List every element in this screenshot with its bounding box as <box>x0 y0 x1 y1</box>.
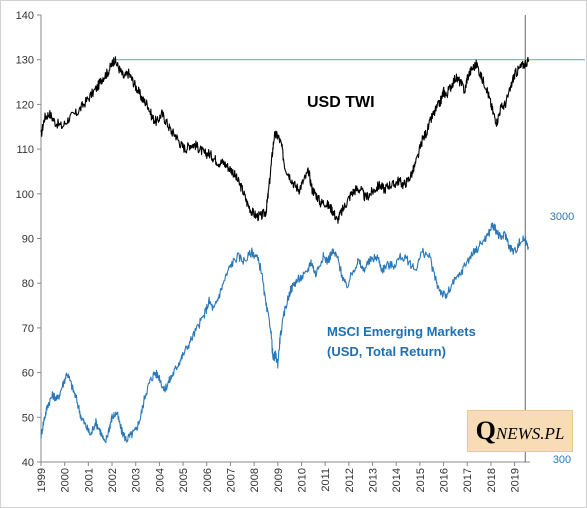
y-tick-label: 100 <box>16 189 34 201</box>
x-tick-label: 2013 <box>368 468 380 492</box>
y-tick-label: 110 <box>16 144 34 156</box>
x-tick-label: 2004 <box>154 468 166 492</box>
x-tick-label: 1999 <box>36 468 48 492</box>
y-right-tick-label: 3000 <box>550 211 574 223</box>
usd-twi-label: USD TWI <box>307 94 375 111</box>
x-tick-label: 2009 <box>273 468 285 492</box>
x-tick-label: 2010 <box>296 468 308 492</box>
x-tick-label: 2006 <box>202 468 214 492</box>
x-tick-label: 2015 <box>415 468 427 492</box>
y-tick-label: 130 <box>16 55 34 67</box>
x-tick-label: 2003 <box>131 468 143 492</box>
x-tick-label: 2001 <box>83 468 95 492</box>
msci-em-line <box>40 222 530 444</box>
x-tick-label: 2014 <box>391 468 403 492</box>
msci-label-line1: MSCI Emerging Markets <box>327 324 476 339</box>
y-tick-label: 60 <box>22 368 34 380</box>
x-tick-label: 2000 <box>60 468 72 492</box>
x-tick-label: 2008 <box>249 468 261 492</box>
x-tick-label: 2012 <box>344 468 356 492</box>
msci-label-line2: (USD, Total Return) <box>327 344 446 359</box>
x-tick-label: 2016 <box>439 468 451 492</box>
x-tick-label: 2002 <box>107 468 119 492</box>
y-tick-label: 50 <box>22 412 34 424</box>
x-tick-label: 2018 <box>486 468 498 492</box>
y-tick-label: 140 <box>16 10 34 22</box>
y-tick-label: 90 <box>22 234 34 246</box>
x-tick-label: 2007 <box>225 468 237 492</box>
x-tick-label: 2019 <box>510 468 522 492</box>
qnews-logo: Q NEWS.PL <box>467 410 573 452</box>
y-tick-label: 80 <box>22 278 34 290</box>
usd-twi-line <box>40 56 530 224</box>
y-right-tick-label: 300 <box>553 454 571 466</box>
x-tick-label: 2011 <box>320 468 332 492</box>
x-tick-label: 2017 <box>462 468 474 492</box>
y-tick-label: 120 <box>16 99 34 111</box>
x-tick-label: 2005 <box>178 468 190 492</box>
y-tick-label: 40 <box>22 457 34 469</box>
y-tick-label: 70 <box>22 323 34 335</box>
